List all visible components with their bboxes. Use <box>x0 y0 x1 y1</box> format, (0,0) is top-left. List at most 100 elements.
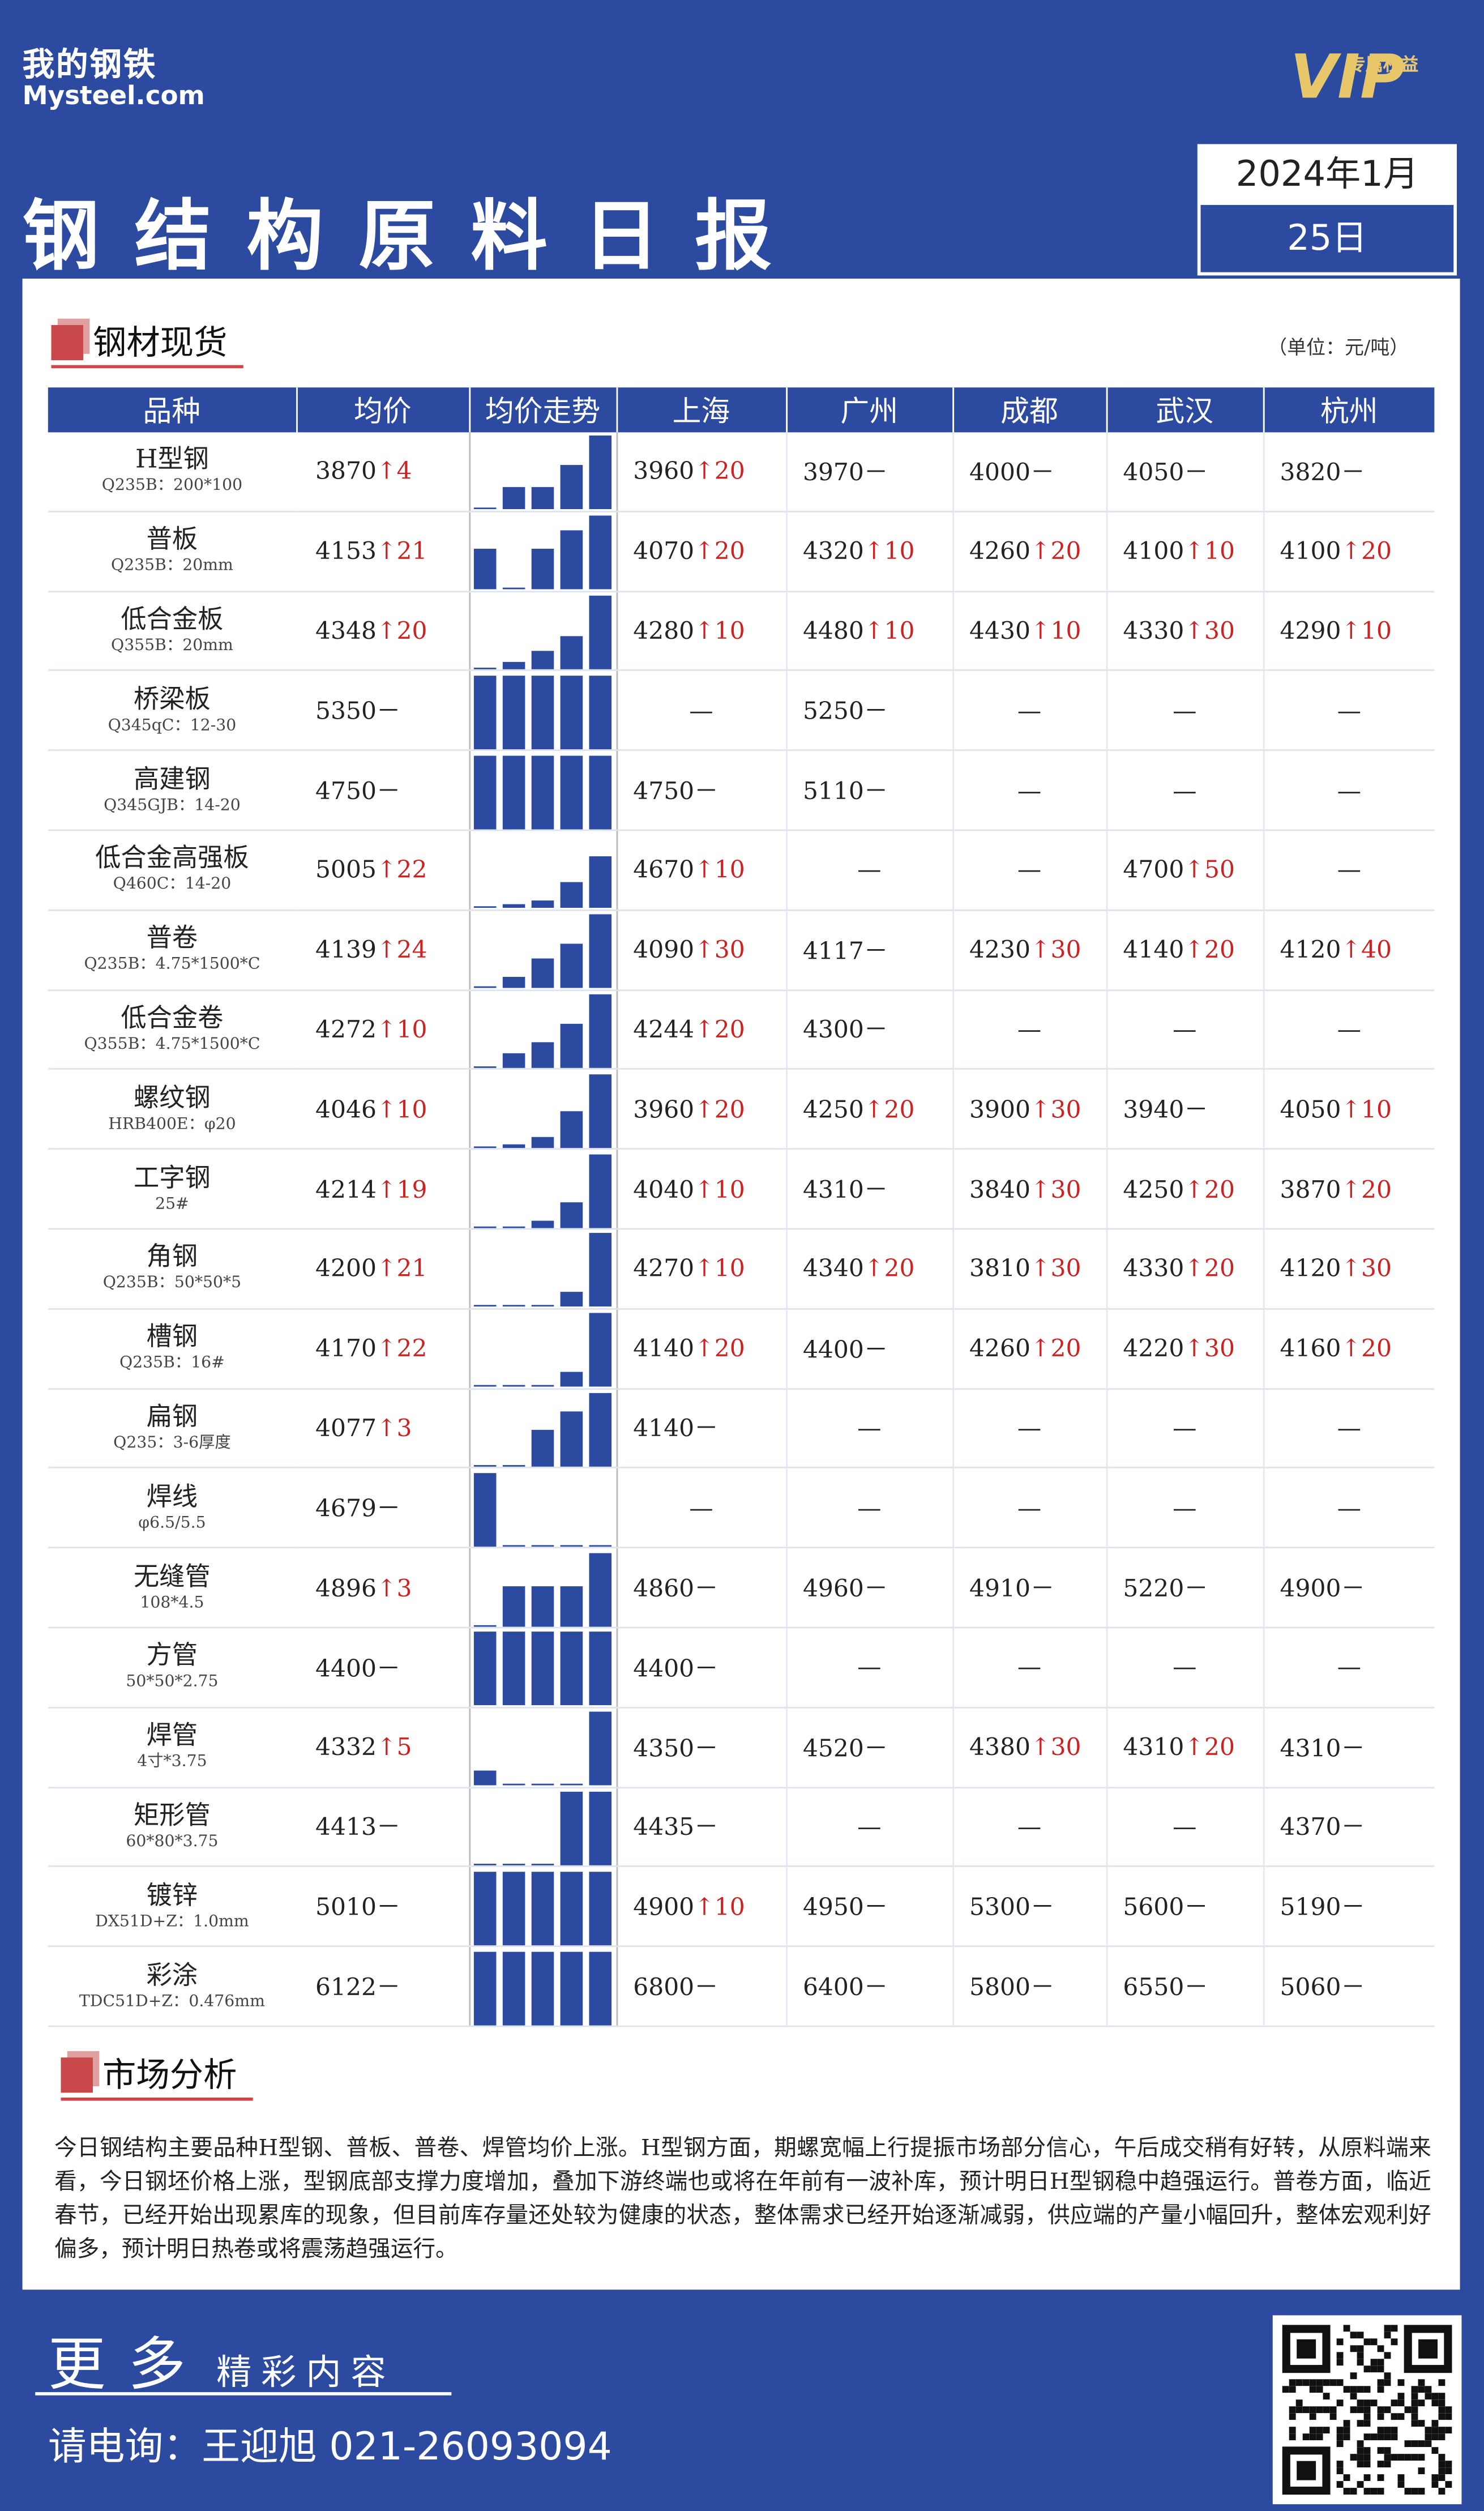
city-price: 5060 <box>1280 1972 1341 2002</box>
city-price: 4340 <box>802 1254 864 1283</box>
city-price-cell-wh: 4050－ <box>1105 432 1263 513</box>
no-data-mark: — <box>1017 1812 1042 1842</box>
avg-price: 4348 <box>315 616 377 646</box>
trend-bar <box>531 549 553 590</box>
no-change-mark: － <box>376 1813 401 1842</box>
no-change-mark: － <box>863 697 888 726</box>
product-spec: DX51D+Z：1.0mm <box>95 1912 249 1931</box>
city-price: 4310 <box>1123 1732 1184 1762</box>
city-price-cell-cd: — <box>951 671 1106 751</box>
trend-chart <box>473 1951 611 2025</box>
up-arrow-icon: ↑ <box>376 1175 397 1203</box>
city-price-cell-sh: 4400－ <box>616 1627 786 1709</box>
logo-en: Mysteel.com <box>22 80 205 111</box>
city-price-cell-wh: 5600－ <box>1105 1867 1263 1948</box>
trend-bar <box>502 488 524 510</box>
no-data-mark: — <box>1017 1015 1042 1044</box>
city-price: 5800 <box>969 1972 1030 2002</box>
city-price: 3970 <box>802 458 864 487</box>
city-change: 20 <box>1050 1334 1081 1363</box>
city-price: 5220 <box>1123 1574 1184 1603</box>
product-spec: Q355B：20mm <box>111 637 233 655</box>
product-spec: 108*4.5 <box>140 1594 204 1612</box>
city-price-cell-sh: — <box>616 671 786 751</box>
city-price: 3960 <box>633 1095 695 1124</box>
no-change-mark: － <box>694 1414 719 1444</box>
city-price: 4050 <box>1280 1095 1341 1124</box>
city-price: 3870 <box>1280 1175 1341 1203</box>
trend-bar <box>531 1042 553 1068</box>
product-name: 高建钢 <box>134 763 211 794</box>
no-change-mark: － <box>1184 1972 1208 2002</box>
trend-cell <box>468 1228 617 1310</box>
city-price-cell-gz: 4310－ <box>785 1149 953 1230</box>
city-change: 10 <box>1204 536 1235 566</box>
product-name: 工字钢 <box>134 1161 211 1193</box>
logo-cn: 我的钢铁 <box>22 45 157 84</box>
product-spec: Q345GJB：14-20 <box>104 796 241 814</box>
product-name: 螺纹钢 <box>134 1082 211 1113</box>
city-price-cell-wh: 4310↑20 <box>1105 1707 1263 1788</box>
no-data-mark: — <box>1173 1652 1197 1682</box>
city-price-cell-gz: 4960－ <box>785 1548 953 1629</box>
trend-bar <box>588 1552 611 1626</box>
city-price-cell-sh: 4090↑30 <box>616 909 786 990</box>
trend-bar <box>588 914 611 988</box>
trend-bar <box>588 1074 611 1148</box>
city-price-cell-cd: 3840↑30 <box>951 1149 1106 1230</box>
trend-cell <box>468 1069 617 1150</box>
city-change: 30 <box>1050 1095 1081 1124</box>
table-row: 螺纹钢 HRB400E：φ20 4046↑10 3960↑20 4250↑20 3900↑… <box>48 1069 1435 1150</box>
product-cell: 彩涂 TDC51D+Z：0.476mm <box>48 1946 297 2027</box>
qr-code[interactable] <box>1272 2315 1462 2505</box>
up-arrow-icon: ↑ <box>1030 1254 1051 1283</box>
city-price-cell-hz: — <box>1262 1627 1435 1709</box>
city-price: 4250 <box>1123 1175 1184 1203</box>
city-price-cell-cd: 4380↑30 <box>951 1707 1106 1788</box>
avg-price: 3870 <box>315 456 377 486</box>
avg-price: 4200 <box>315 1254 377 1283</box>
product-spec: Q345qC：12-30 <box>108 717 237 735</box>
city-price-cell-cd: 3900↑30 <box>951 1069 1106 1150</box>
city-price-cell-hz: 4900－ <box>1262 1548 1435 1629</box>
trend-bar <box>559 1292 582 1308</box>
city-price-cell-cd: — <box>951 750 1106 831</box>
city-price-cell-wh: — <box>1105 1468 1263 1549</box>
avg-price-cell: 4077↑3 <box>296 1388 469 1469</box>
no-data-mark: — <box>1337 1652 1361 1682</box>
trend-chart <box>473 1074 611 1148</box>
table-row: 普板 Q235B：20mm 4153↑21 4070↑20 4320↑10 4260↑20… <box>48 511 1435 592</box>
section-spot-title: 钢材现货 <box>92 323 228 362</box>
avg-price: 5010 <box>315 1893 377 1922</box>
up-arrow-icon: ↑ <box>1184 616 1204 646</box>
city-price: 4270 <box>633 1254 695 1283</box>
up-arrow-icon: ↑ <box>1184 1334 1204 1363</box>
no-change-mark: － <box>376 1972 401 2002</box>
city-price-cell-cd: 4910－ <box>951 1548 1106 1629</box>
city-price: 4700 <box>1123 855 1184 885</box>
qr-code-graphic <box>1282 2325 1452 2495</box>
up-arrow-icon: ↑ <box>376 855 397 885</box>
trend-bar <box>559 1791 582 1865</box>
city-price: 4040 <box>633 1175 695 1203</box>
product-name: 普卷 <box>146 923 198 953</box>
city-price-cell-cd: 4260↑20 <box>951 511 1106 592</box>
city-change: 30 <box>1361 1254 1392 1283</box>
city-price: 4100 <box>1123 536 1184 566</box>
city-price: 4260 <box>969 1334 1030 1363</box>
city-price-cell-gz: 4520－ <box>785 1707 953 1788</box>
table-row: 焊线 φ6.5/5.5 4679－ — — — — — <box>48 1468 1435 1549</box>
table-row: 扁钢 Q235：3-6厚度 4077↑3 4140－ — — — — <box>48 1388 1435 1469</box>
city-price: 4900 <box>1280 1574 1341 1603</box>
trend-bar <box>588 857 611 909</box>
col-header: 均价 <box>295 387 469 433</box>
table-row: H型钢 Q235B：200*100 3870↑4 3960↑20 3970－ 4000－ 4… <box>48 432 1435 513</box>
up-arrow-icon: ↑ <box>1030 616 1051 646</box>
city-price-cell-sh: 4270↑10 <box>616 1228 786 1310</box>
table-row: 高建钢 Q345GJB：14-20 4750－ 4750－ 5110－ — — — <box>48 750 1435 831</box>
city-price: 4910 <box>969 1574 1030 1603</box>
trend-bar <box>588 994 611 1068</box>
avg-change: 22 <box>396 855 427 885</box>
city-change: 30 <box>1050 1175 1081 1203</box>
up-arrow-icon: ↑ <box>376 1573 397 1602</box>
